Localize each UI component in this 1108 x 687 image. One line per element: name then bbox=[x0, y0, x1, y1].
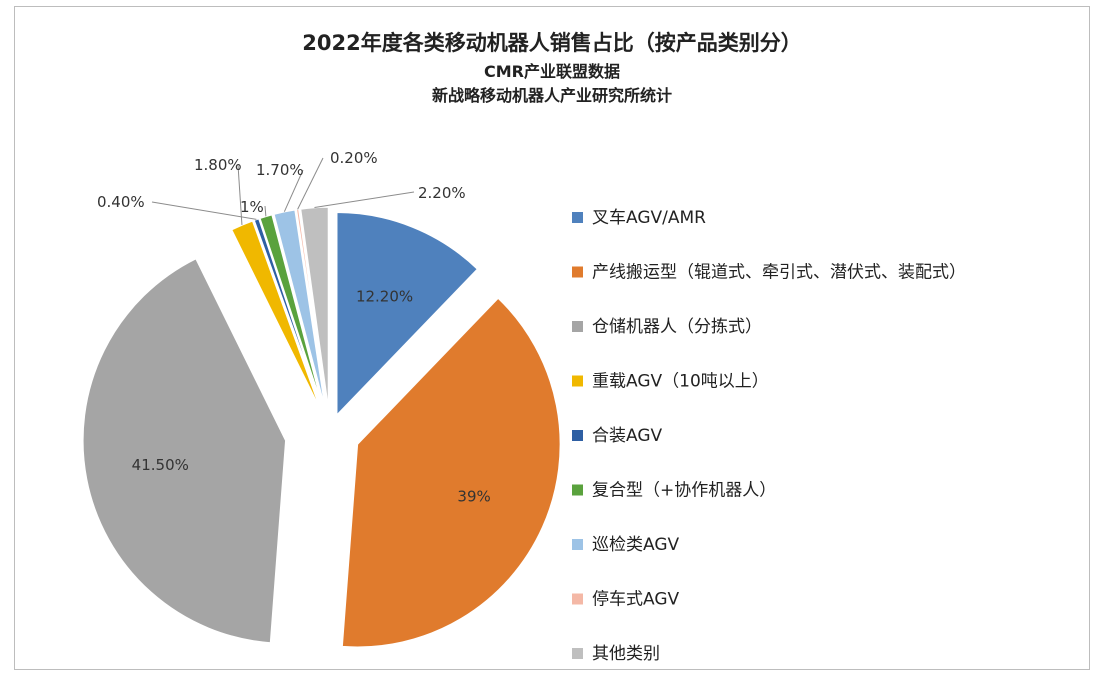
pie-slice bbox=[230, 219, 323, 413]
data-label: 1% bbox=[240, 198, 264, 216]
data-label: 39% bbox=[457, 488, 490, 506]
legend-swatch bbox=[572, 430, 583, 441]
legend-entry: 产线搬运型（辊道式、牵引式、潜伏式、装配式） bbox=[592, 263, 966, 283]
chart-subtitle-2: 新战略移动机器人产业研究所统计 bbox=[432, 86, 672, 105]
pie-slice bbox=[335, 211, 479, 418]
chart-title: 2022年度各类移动机器人销售占比（按产品类别分） bbox=[302, 31, 801, 55]
legend-swatch bbox=[572, 321, 583, 332]
pie-slice bbox=[272, 208, 327, 411]
legend-entry: 仓储机器人（分拣式） bbox=[592, 317, 762, 337]
legend-swatch bbox=[572, 266, 583, 278]
leader-line bbox=[297, 157, 324, 210]
pie-slice bbox=[341, 296, 562, 648]
legend-swatch bbox=[572, 212, 583, 223]
data-label: 0.40% bbox=[97, 193, 145, 211]
data-label: 0.20% bbox=[330, 149, 378, 167]
legend-entry: 巡检类AGV bbox=[592, 535, 680, 555]
data-label: 1.80% bbox=[194, 156, 242, 174]
pie-slice bbox=[295, 208, 328, 411]
legend-swatch bbox=[572, 539, 583, 550]
data-label: 41.50% bbox=[132, 456, 189, 474]
data-label: 12.20% bbox=[356, 288, 413, 306]
leader-line bbox=[151, 201, 257, 220]
leader-line bbox=[237, 164, 243, 225]
legend-swatch bbox=[572, 593, 583, 605]
legend-entry: 叉车AGV/AMR bbox=[592, 208, 706, 228]
pie-slice bbox=[82, 257, 287, 644]
legend-entry: 合装AGV bbox=[592, 426, 663, 446]
leader-line bbox=[264, 205, 267, 217]
legend-entry: 重载AGV（10吨以上） bbox=[592, 372, 769, 392]
data-label: 1.70% bbox=[256, 161, 304, 179]
legend-entry: 其他类别 bbox=[592, 644, 660, 664]
chart-subtitle-1: CMR产业联盟数据 bbox=[484, 62, 620, 81]
legend-swatch bbox=[572, 648, 583, 659]
legend-swatch bbox=[572, 375, 583, 387]
legend-entry: 复合型（+协作机器人） bbox=[592, 481, 776, 501]
pie-slice bbox=[253, 217, 324, 412]
leader-line bbox=[314, 191, 415, 209]
leader-line bbox=[283, 169, 304, 212]
legend-swatch bbox=[572, 484, 583, 496]
legend-entry: 停车式AGV bbox=[592, 590, 680, 610]
data-label: 2.20% bbox=[418, 184, 466, 202]
